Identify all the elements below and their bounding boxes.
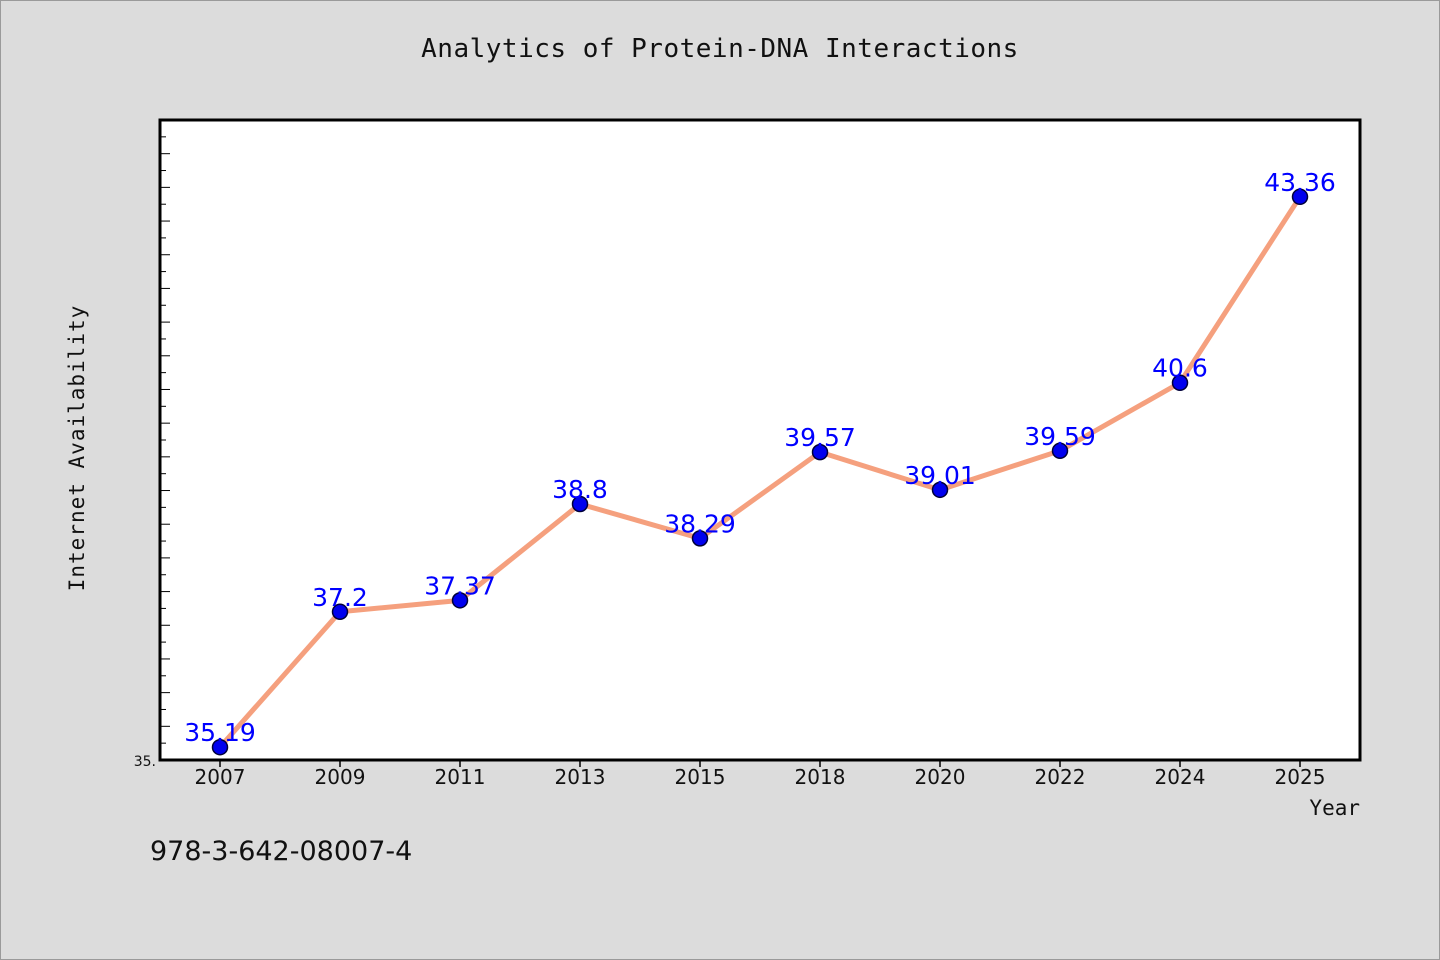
data-point: [1171, 374, 1189, 391]
data-point: [571, 495, 589, 513]
x-tick-label: 2015: [675, 765, 726, 789]
data-point: [211, 738, 229, 756]
y-ticks: 35.: [134, 119, 170, 770]
data-point: [691, 530, 709, 547]
x-tick-label: 2013: [555, 765, 606, 789]
data-label: 40.6: [1152, 354, 1208, 383]
data-point: [1291, 188, 1309, 206]
data-point: [1051, 442, 1069, 460]
data-label: 39.01: [904, 461, 976, 490]
data-label: 37.37: [424, 571, 496, 600]
x-tick-label: 2020: [915, 765, 966, 789]
x-tick-label: 2022: [1035, 765, 1086, 789]
series-line: [217, 194, 1303, 750]
series-group: [211, 188, 1309, 756]
x-tick-label: 2009: [315, 765, 366, 789]
x-tick-label: 2007: [195, 765, 246, 789]
data-label: 35.19: [184, 718, 256, 747]
data-label: 43.36: [1264, 168, 1336, 197]
x-tick-label: 2018: [795, 765, 846, 789]
data-label: 39.57: [784, 423, 856, 452]
data-labels: 35.19 37.2 37.37 38.8 38.29 39.57 39.01 39.59 40…: [184, 168, 1336, 747]
x-axis-label: Year: [1309, 796, 1360, 820]
data-label: 38.29: [664, 509, 736, 538]
data-label: 37.2: [312, 583, 368, 612]
data-label: 39.59: [1024, 422, 1096, 451]
plot-area: [158, 118, 1362, 762]
chart-title: Analytics of Protein-DNA Interactions: [421, 34, 1019, 64]
x-ticks: 2007 2009 2011 2013 2015 2018 2020 2022 2024 2025: [195, 760, 1326, 789]
footer-id-text: 978-3-642-08007-4: [150, 836, 413, 867]
data-point: [451, 592, 469, 609]
x-tick-label: 2025: [1275, 765, 1326, 789]
data-point: [811, 443, 829, 461]
data-label: 38.8: [552, 475, 608, 504]
data-point: [931, 481, 949, 499]
x-tick-label: 2011: [435, 765, 486, 789]
y-tick-label: 35.: [134, 754, 156, 770]
data-point: [331, 603, 349, 621]
x-tick-label: 2024: [1155, 765, 1206, 789]
